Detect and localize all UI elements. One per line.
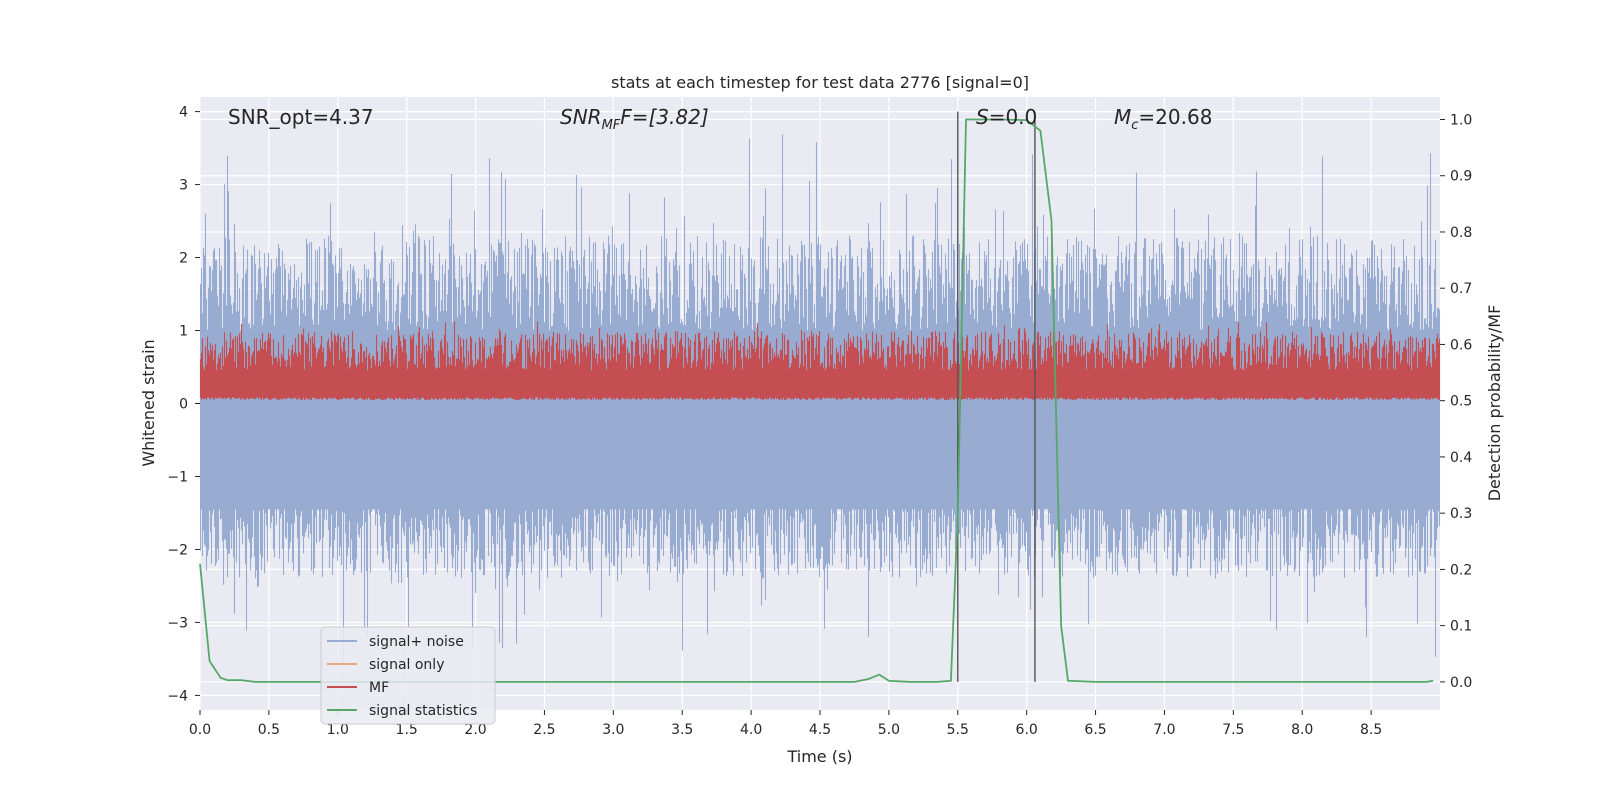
- x-tick-label: 4.5: [809, 722, 831, 738]
- y-axis-left-label: Whitened strain: [139, 339, 158, 466]
- annotation-s: S=0.0: [976, 105, 1037, 129]
- x-tick-label: 8.5: [1360, 722, 1382, 738]
- x-tick-label: 5.0: [878, 722, 900, 738]
- y-left-tick-label: 2: [179, 251, 188, 267]
- x-tick-label: 4.0: [740, 722, 762, 738]
- x-tick-label: 0.5: [258, 722, 280, 738]
- annotation-mc: Mc=20.68: [1114, 105, 1212, 133]
- y-right-tick-label: 1.0: [1450, 112, 1472, 128]
- vertical-markers: [957, 111, 1036, 682]
- y-axis-left-ticks: 4 3 2 1 0 −1 −2 −3 −4: [167, 105, 200, 704]
- y-axis-right-label: Detection probability/MF: [1485, 305, 1504, 502]
- y-left-tick-label: −4: [167, 688, 188, 704]
- legend-label-noise: signal+ noise: [369, 634, 464, 650]
- annotation-snr-mf-base: SNR: [560, 105, 602, 129]
- chart-title: stats at each timestep for test data 277…: [611, 73, 1029, 92]
- y-right-tick-label: 0.1: [1450, 619, 1472, 635]
- legend-label-stat: signal statistics: [369, 703, 477, 719]
- x-tick-label: 2.0: [464, 722, 486, 738]
- mf-series: [199, 321, 1441, 401]
- y-left-tick-label: 0: [179, 397, 188, 413]
- annotation-snr-opt: SNR_opt=4.37: [228, 105, 374, 129]
- y-right-tick-label: 0.9: [1450, 169, 1472, 185]
- annotation-mc-value: =20.68: [1138, 105, 1212, 129]
- x-tick-label: 7.0: [1153, 722, 1175, 738]
- x-tick-label: 5.5: [947, 722, 969, 738]
- y-right-tick-label: 0.2: [1450, 562, 1472, 578]
- y-left-tick-label: −1: [167, 469, 188, 485]
- legend: signal+ noise signal only MF signal stat…: [320, 626, 496, 725]
- y-right-tick-label: 0.0: [1450, 675, 1472, 691]
- annotation-snr-mf-sub: MF: [602, 118, 621, 133]
- x-tick-label: 8.0: [1291, 722, 1313, 738]
- x-tick-label: 6.0: [1016, 722, 1038, 738]
- x-axis-label: Time (s): [786, 747, 852, 766]
- y-axis-right-ticks: 1.0 0.9 0.8 0.7 0.6 0.5 0.4 0.3 0.2 0.1 0.0: [1440, 112, 1472, 691]
- x-axis-ticks: 0.0 0.5 1.0 1.5 2.0 2.5 3.0 3.5 4.0 4.5 5.0 5.5 6.0 6…: [189, 710, 1382, 738]
- signal-statistics-line: [199, 118, 1434, 683]
- x-tick-label: 6.5: [1084, 722, 1106, 738]
- y-right-tick-label: 0.3: [1450, 506, 1472, 522]
- y-right-tick-label: 0.4: [1450, 450, 1472, 466]
- mf-line: [199, 321, 1441, 401]
- legend-label-signal: signal only: [369, 657, 444, 673]
- x-tick-label: 3.5: [671, 722, 693, 738]
- annotation-s-value: =0.0: [989, 105, 1038, 129]
- y-left-tick-label: 1: [179, 324, 188, 340]
- y-left-tick-label: −3: [167, 615, 188, 631]
- legend-box: [320, 626, 496, 725]
- x-tick-label: 0.0: [189, 722, 211, 738]
- annotation-mc-sub: c: [1131, 118, 1138, 133]
- y-right-tick-label: 0.5: [1450, 394, 1472, 410]
- y-left-tick-label: 4: [179, 105, 188, 121]
- x-tick-label: 7.5: [1222, 722, 1244, 738]
- annotation-mc-base: M: [1114, 105, 1131, 129]
- y-right-tick-label: 0.6: [1450, 337, 1472, 353]
- annotation-snr-mf-rest: F=[3.82]: [620, 105, 708, 129]
- y-right-tick-label: 0.7: [1450, 281, 1472, 297]
- x-tick-label: 1.5: [396, 722, 418, 738]
- annotation-s-label: S: [976, 105, 989, 129]
- annotation-snr-mf: SNRMFF=[3.82]: [560, 105, 709, 133]
- x-tick-label: 1.0: [327, 722, 349, 738]
- x-tick-label: 2.5: [533, 722, 555, 738]
- x-tick-label: 3.0: [602, 722, 624, 738]
- y-left-tick-label: −2: [167, 542, 188, 558]
- y-left-tick-label: 3: [179, 178, 188, 194]
- y-right-tick-label: 0.8: [1450, 225, 1472, 241]
- legend-label-mf: MF: [369, 680, 389, 696]
